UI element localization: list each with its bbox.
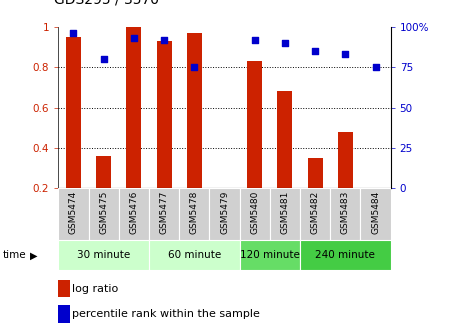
Bar	[338, 132, 353, 188]
Bar	[361, 188, 391, 240]
Bar	[58, 280, 70, 297]
Text: ▶: ▶	[30, 250, 38, 260]
Bar	[240, 188, 270, 240]
Text: GSM5475: GSM5475	[99, 191, 108, 234]
Text: GSM5477: GSM5477	[159, 191, 168, 234]
Bar	[187, 33, 202, 188]
Text: log ratio: log ratio	[72, 284, 119, 294]
Point	[191, 65, 198, 70]
Bar	[300, 240, 391, 270]
Bar	[96, 156, 111, 188]
Bar	[308, 158, 323, 188]
Point	[100, 56, 107, 62]
Bar	[209, 188, 240, 240]
Text: percentile rank within the sample: percentile rank within the sample	[72, 309, 260, 319]
Bar	[66, 37, 81, 188]
Point	[372, 65, 379, 70]
Bar	[149, 188, 179, 240]
Point	[251, 37, 258, 42]
Text: time: time	[2, 250, 26, 260]
Bar	[58, 188, 88, 240]
Bar	[240, 240, 300, 270]
Text: GSM5482: GSM5482	[311, 191, 320, 234]
Text: GSM5484: GSM5484	[371, 191, 380, 234]
Point	[70, 31, 77, 36]
Bar	[58, 240, 149, 270]
Text: GSM5479: GSM5479	[220, 191, 229, 234]
Text: GDS295 / 3570: GDS295 / 3570	[54, 0, 159, 7]
Bar	[58, 305, 70, 323]
Bar	[119, 188, 149, 240]
Bar	[179, 188, 209, 240]
Point	[282, 40, 289, 46]
Bar	[149, 240, 240, 270]
Text: GSM5480: GSM5480	[250, 191, 259, 234]
Bar	[330, 188, 361, 240]
Text: 120 minute: 120 minute	[240, 250, 300, 260]
Bar	[270, 188, 300, 240]
Text: 240 minute: 240 minute	[315, 250, 375, 260]
Text: GSM5476: GSM5476	[129, 191, 138, 234]
Text: GSM5483: GSM5483	[341, 191, 350, 234]
Text: GSM5478: GSM5478	[190, 191, 199, 234]
Bar	[126, 27, 141, 188]
Point	[160, 37, 167, 42]
Bar	[88, 188, 119, 240]
Point	[312, 48, 319, 54]
Text: 30 minute: 30 minute	[77, 250, 130, 260]
Bar	[300, 188, 330, 240]
Text: GSM5481: GSM5481	[281, 191, 290, 234]
Bar	[247, 61, 262, 188]
Text: GSM5474: GSM5474	[69, 191, 78, 234]
Bar	[157, 41, 172, 188]
Text: 60 minute: 60 minute	[167, 250, 221, 260]
Point	[130, 36, 137, 41]
Point	[342, 52, 349, 57]
Bar	[277, 91, 292, 188]
